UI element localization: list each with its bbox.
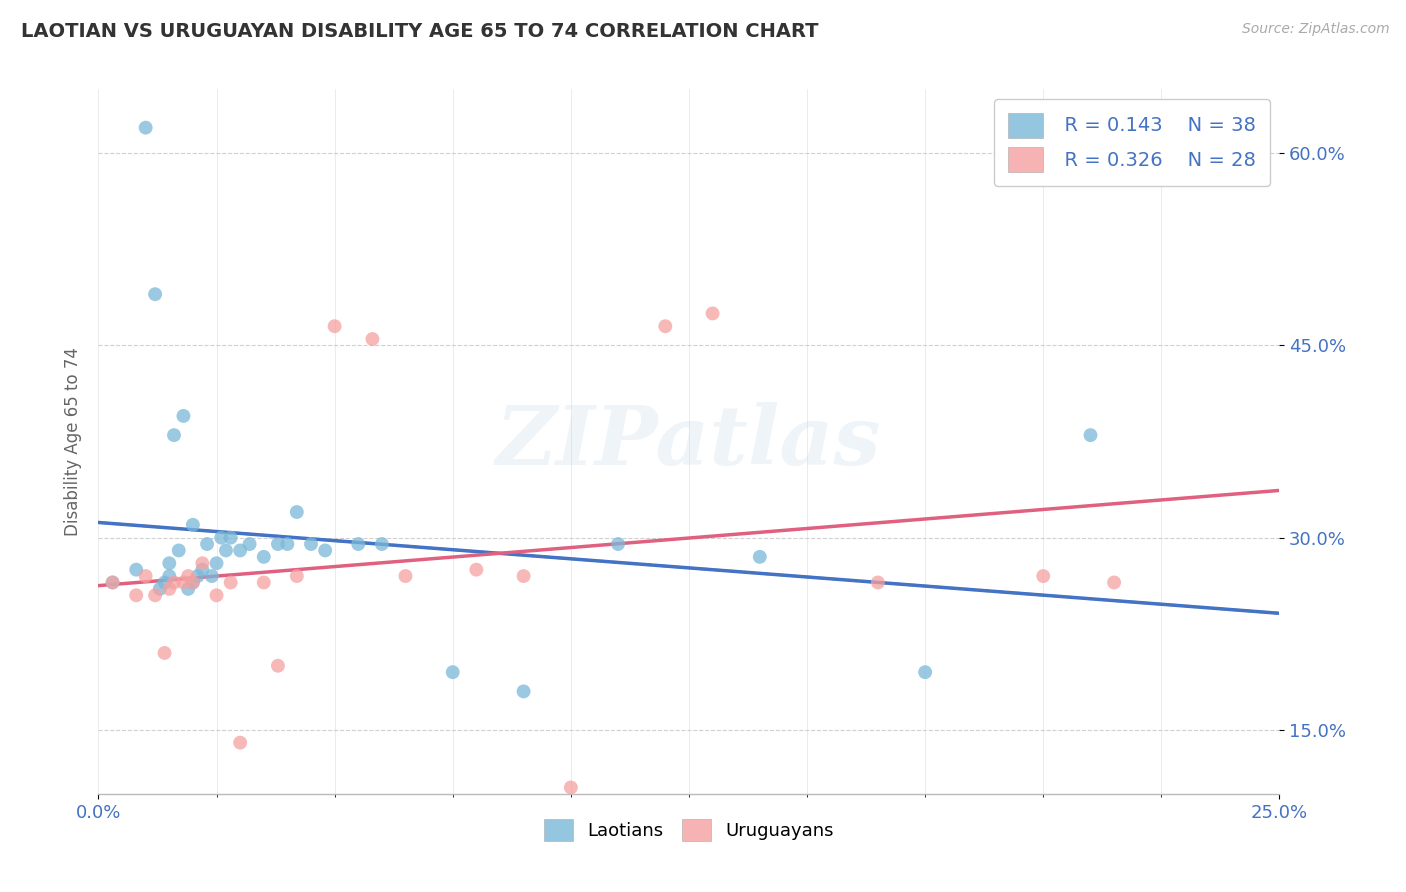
Point bbox=[253, 549, 276, 564]
Point bbox=[181, 517, 204, 532]
Point bbox=[163, 575, 186, 590]
Point bbox=[191, 556, 214, 570]
Point bbox=[101, 575, 124, 590]
Point bbox=[267, 537, 290, 551]
Text: LAOTIAN VS URUGUAYAN DISABILITY AGE 65 TO 74 CORRELATION CHART: LAOTIAN VS URUGUAYAN DISABILITY AGE 65 T… bbox=[21, 22, 818, 41]
Point bbox=[201, 569, 224, 583]
Point bbox=[149, 582, 172, 596]
Point bbox=[125, 588, 148, 602]
Point bbox=[253, 575, 276, 590]
Point bbox=[465, 563, 488, 577]
Point bbox=[172, 409, 194, 423]
Point bbox=[371, 537, 394, 551]
Point bbox=[177, 569, 200, 583]
Point bbox=[1102, 575, 1125, 590]
Point bbox=[181, 575, 204, 590]
Point bbox=[299, 537, 322, 551]
Text: Source: ZipAtlas.com: Source: ZipAtlas.com bbox=[1241, 22, 1389, 37]
Point bbox=[135, 569, 157, 583]
Point bbox=[187, 569, 209, 583]
Point bbox=[219, 531, 242, 545]
Point bbox=[866, 575, 889, 590]
Point bbox=[285, 505, 308, 519]
Point bbox=[125, 563, 148, 577]
Point bbox=[512, 684, 534, 698]
Point bbox=[219, 575, 242, 590]
Point bbox=[702, 306, 724, 320]
Point bbox=[215, 543, 238, 558]
Point bbox=[172, 575, 194, 590]
Point bbox=[607, 537, 630, 551]
Point bbox=[135, 120, 157, 135]
Point bbox=[157, 569, 180, 583]
Point bbox=[560, 780, 582, 795]
Point bbox=[314, 543, 336, 558]
Point bbox=[323, 319, 346, 334]
Point bbox=[205, 588, 228, 602]
Point bbox=[512, 569, 534, 583]
Point bbox=[209, 531, 232, 545]
Point bbox=[267, 658, 290, 673]
Point bbox=[1032, 569, 1054, 583]
Point bbox=[143, 588, 166, 602]
Point bbox=[101, 575, 124, 590]
Point bbox=[239, 537, 262, 551]
Point bbox=[441, 665, 464, 680]
Point bbox=[229, 543, 252, 558]
Text: ZIPatlas: ZIPatlas bbox=[496, 401, 882, 482]
Point bbox=[361, 332, 384, 346]
Point bbox=[394, 569, 416, 583]
Point bbox=[748, 549, 770, 564]
Point bbox=[163, 428, 186, 442]
Point bbox=[157, 556, 180, 570]
Point bbox=[167, 543, 190, 558]
Point bbox=[285, 569, 308, 583]
Legend: Laotians, Uruguayans: Laotians, Uruguayans bbox=[537, 812, 841, 848]
Point bbox=[153, 646, 176, 660]
Point bbox=[195, 537, 218, 551]
Point bbox=[276, 537, 298, 551]
Point bbox=[157, 582, 180, 596]
Point bbox=[205, 556, 228, 570]
Point bbox=[153, 575, 176, 590]
Point bbox=[191, 563, 214, 577]
Point bbox=[347, 537, 370, 551]
Y-axis label: Disability Age 65 to 74: Disability Age 65 to 74 bbox=[63, 347, 82, 536]
Point bbox=[181, 575, 204, 590]
Point bbox=[177, 582, 200, 596]
Point bbox=[654, 319, 676, 334]
Point bbox=[229, 736, 252, 750]
Point bbox=[143, 287, 166, 301]
Point bbox=[1080, 428, 1102, 442]
Point bbox=[914, 665, 936, 680]
